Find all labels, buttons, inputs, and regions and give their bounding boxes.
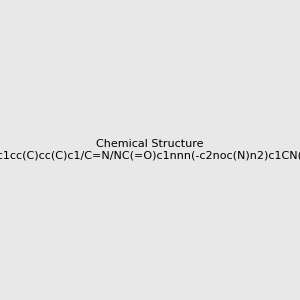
Text: Chemical Structure
Cc1cc(C)cc(C)c1/C=N/NC(=O)c1nnn(-c2noc(N)n2)c1CN(C: Chemical Structure Cc1cc(C)cc(C)c1/C=N/N… (0, 139, 300, 161)
